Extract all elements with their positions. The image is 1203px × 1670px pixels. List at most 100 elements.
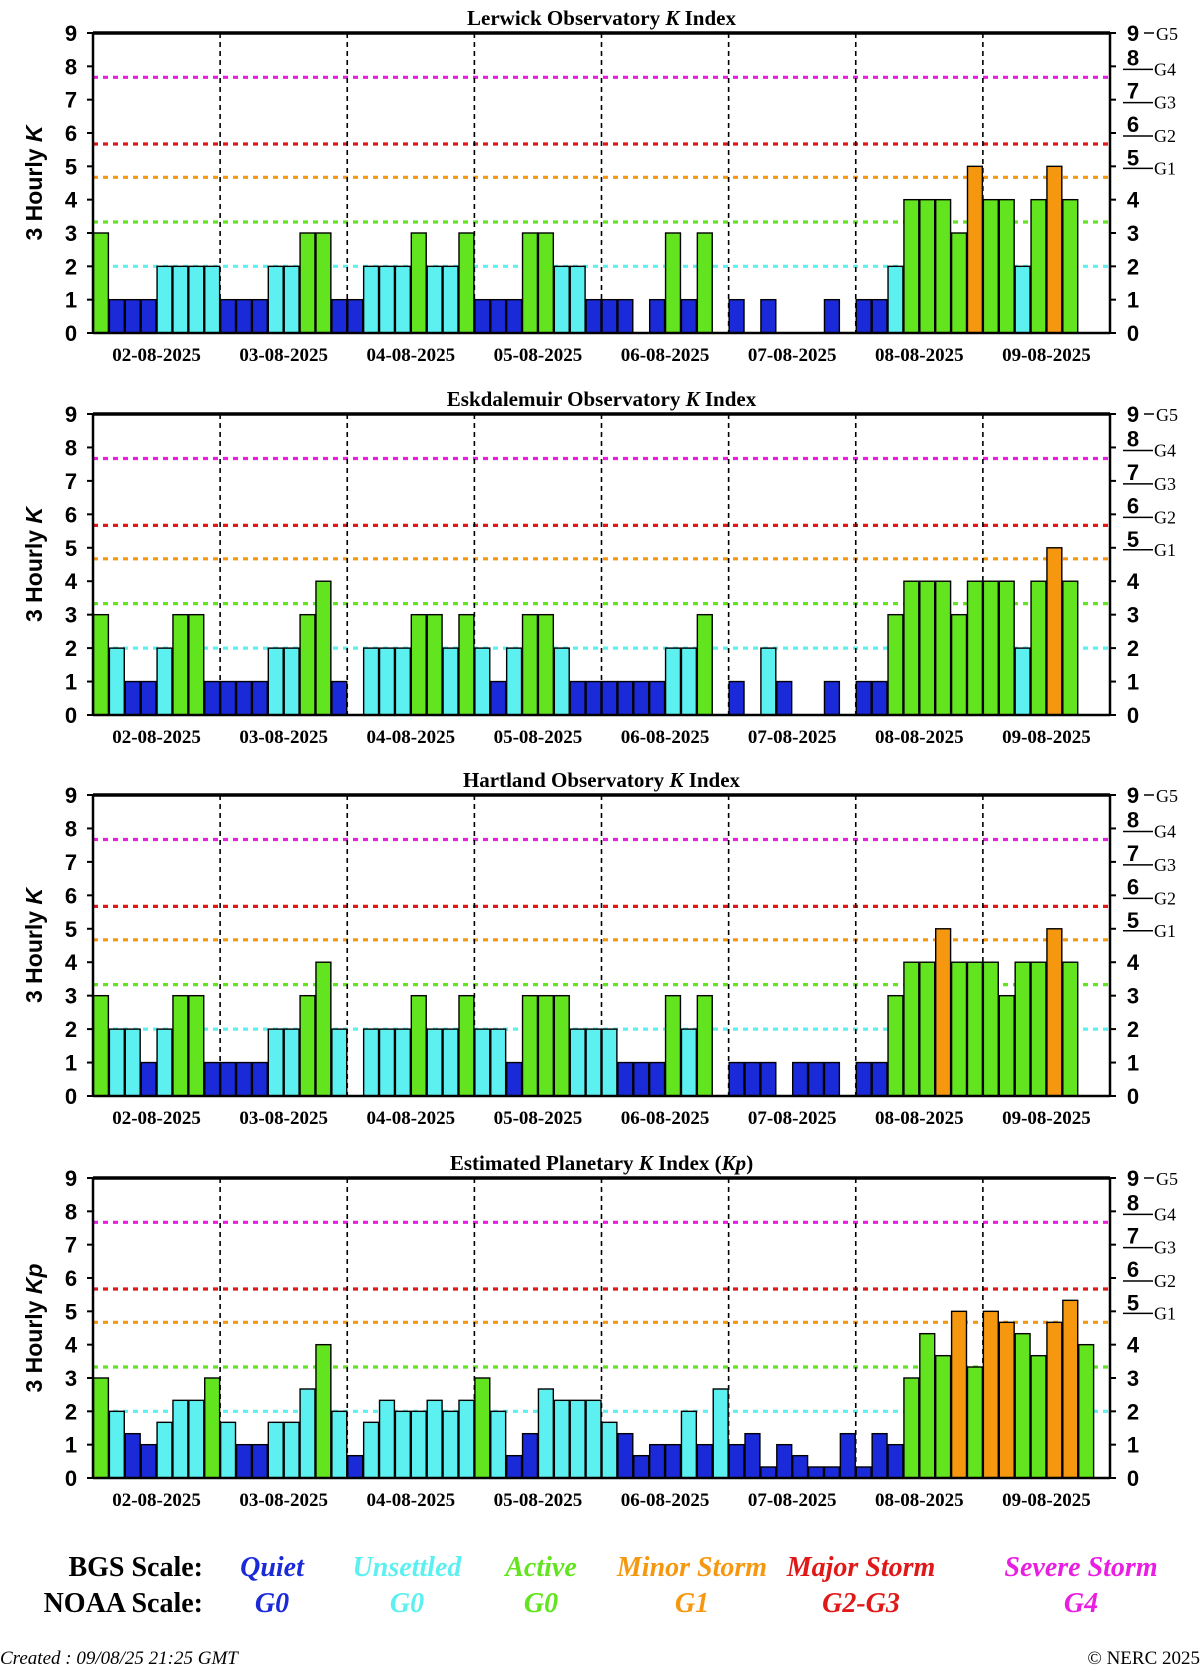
right-tick-label: 2	[1127, 1017, 1139, 1042]
k-bar	[887, 265, 904, 334]
k-bar	[235, 1443, 253, 1479]
k-bar	[823, 1061, 841, 1097]
k-bar	[394, 1410, 412, 1479]
k-bar	[1014, 1332, 1031, 1479]
k-bar	[442, 647, 459, 716]
k-bar	[347, 1454, 364, 1479]
k-bar	[124, 680, 141, 716]
y-tick-label: 6	[65, 502, 77, 527]
k-bar	[617, 680, 634, 716]
right-tick-label: 3	[1127, 1366, 1139, 1391]
k-bar	[283, 1028, 300, 1097]
k-bar	[537, 232, 555, 334]
k-bar	[569, 265, 586, 334]
k-bar	[760, 647, 777, 716]
k-bar	[410, 1410, 427, 1479]
y-tick-label: 3	[65, 221, 77, 246]
x-tick-label: 04-08-2025	[366, 1108, 455, 1129]
k-bar	[204, 1377, 221, 1479]
k-bar	[617, 1061, 634, 1097]
k-bar	[776, 1443, 793, 1479]
y-tick-label: 9	[65, 21, 77, 46]
k-bar	[521, 613, 539, 716]
k-bar	[807, 1466, 825, 1479]
k-bar	[267, 265, 284, 334]
right-tick-label: 7	[1127, 841, 1139, 866]
k-bar	[1062, 198, 1079, 334]
k-bar	[1030, 580, 1047, 716]
y-tick-label: 7	[65, 88, 77, 113]
chart-title-part: Hartland Observatory	[463, 768, 669, 792]
k-bar	[839, 1432, 856, 1479]
g-scale-label: G1	[1154, 1303, 1176, 1323]
k-bar	[998, 198, 1015, 334]
k-bar	[1046, 928, 1063, 1097]
k-bar	[919, 1332, 936, 1479]
right-tick-label: 2	[1127, 1399, 1139, 1424]
x-tick-label: 02-08-2025	[112, 727, 201, 748]
y-tick-label: 3	[65, 984, 77, 1009]
right-tick-label: 5	[1127, 1290, 1139, 1315]
x-tick-label: 05-08-2025	[494, 727, 583, 748]
k-bar	[490, 298, 507, 334]
x-tick-label: 07-08-2025	[748, 1490, 837, 1511]
k-bar	[362, 1421, 380, 1479]
k-bar	[648, 680, 666, 716]
y-axis-label-part: K	[21, 124, 47, 142]
k-bar	[982, 198, 999, 334]
chart-title-part: Lerwick Observatory	[467, 6, 665, 30]
k-bar	[426, 613, 443, 716]
k-bar	[553, 1399, 570, 1479]
y-tick-label: 3	[65, 603, 77, 628]
k-bar	[982, 1310, 999, 1479]
copyright: © NERC 2025	[1087, 1648, 1200, 1669]
y-axis-label-part: 3 Hourly	[21, 905, 47, 1003]
k-bar	[855, 1466, 872, 1479]
k-bar	[204, 1061, 221, 1097]
k-bar	[664, 232, 682, 334]
k-bar	[490, 1028, 507, 1097]
k-bar	[219, 1421, 237, 1479]
chart-title-part: Index (	[653, 1151, 722, 1175]
k-bar	[1030, 1354, 1047, 1479]
k-bar	[156, 1421, 173, 1479]
k-bar	[172, 1399, 189, 1479]
created-timestamp: Created : 09/08/25 21:25 GMT	[0, 1648, 239, 1669]
k-bar	[887, 613, 904, 716]
k-bar	[156, 265, 173, 334]
k-bar	[331, 298, 348, 334]
x-tick-label: 09-08-2025	[1002, 1108, 1091, 1129]
legend-bgs-quiet: Quiet	[240, 1552, 305, 1583]
g-scale-label: G5	[1156, 786, 1178, 806]
y-tick-label: 5	[65, 154, 77, 179]
k-bar	[950, 961, 968, 1097]
k-bar	[426, 1028, 443, 1097]
k-bar	[331, 1028, 348, 1097]
k-bar	[204, 680, 221, 716]
k-bar	[950, 1310, 968, 1479]
x-tick-label: 07-08-2025	[748, 345, 837, 366]
y-axis-label: 3 Hourly K	[21, 506, 47, 622]
k-bar	[633, 1061, 650, 1097]
k-bar	[982, 961, 999, 1097]
g-scale-label: G4	[1154, 440, 1176, 460]
k-bar	[410, 232, 427, 334]
k-bar	[1014, 647, 1031, 716]
k-bar	[188, 1399, 205, 1479]
k-bar	[728, 1443, 745, 1479]
k-bar	[696, 613, 713, 716]
k-bar	[505, 1454, 523, 1479]
k-bar	[935, 1354, 952, 1479]
legend-noaa-major: G2-G3	[822, 1588, 900, 1619]
k-bar	[871, 680, 888, 716]
k-bar	[617, 298, 634, 334]
right-tick-label: 5	[1127, 527, 1139, 552]
right-tick-label: 2	[1127, 254, 1139, 279]
k-bar	[1030, 198, 1047, 334]
k-bar	[235, 298, 253, 334]
g-scale-label: G5	[1156, 24, 1178, 44]
y-tick-label: 8	[65, 54, 77, 79]
k-bar	[140, 298, 157, 334]
k-bar	[823, 298, 841, 334]
right-tick-label: 6	[1127, 112, 1139, 137]
